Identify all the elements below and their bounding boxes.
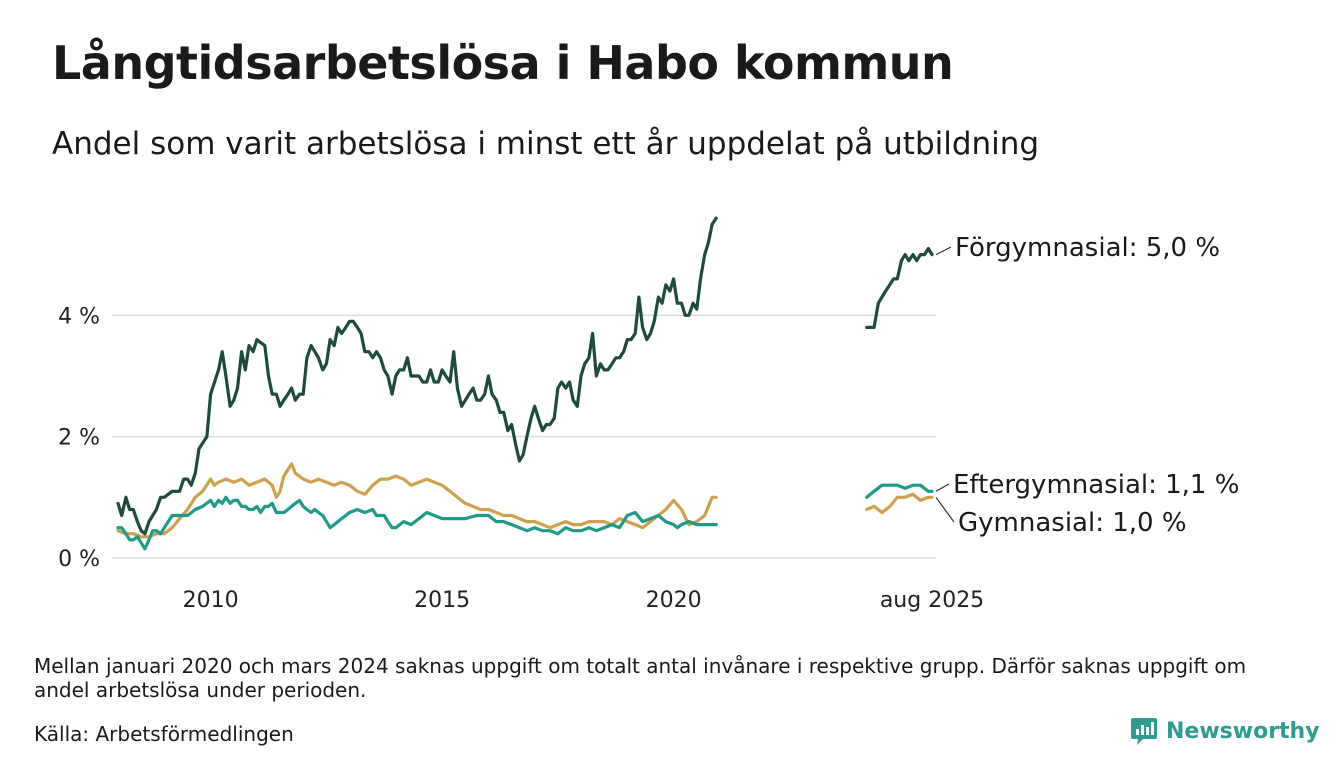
end-label-förgymnasial: Förgymnasial: 5,0 % xyxy=(955,233,1220,263)
newsworthy-logo: Newsworthy xyxy=(1130,716,1320,746)
y-axis: 0 % 2 % 4 % xyxy=(58,304,100,572)
x-tick-label: 2020 xyxy=(646,588,702,613)
x-axis: 2010 2015 2020 aug 2025 xyxy=(183,588,985,613)
y-tick-label: 0 % xyxy=(58,547,100,572)
series-line-gymnasial xyxy=(116,462,718,539)
y-tick-label: 2 % xyxy=(58,426,100,451)
chart-title: Långtidsarbetslösa i Habo kommun xyxy=(52,36,954,90)
end-label-eftergymnasial: Eftergymnasial: 1,1 % xyxy=(953,470,1239,500)
bar-chart-icon xyxy=(1131,718,1157,745)
y-tick-label: 4 % xyxy=(58,304,100,329)
leader-line xyxy=(935,483,950,492)
series-line-gymnasial xyxy=(865,492,934,515)
source-note: Källa: Arbetsförmedlingen xyxy=(34,722,294,746)
line-chart: 0 % 2 % 4 % 2010 2015 2020 aug 2025 Förgymnas… xyxy=(58,216,1239,613)
chart-subtitle: Andel som varit arbetslösa i minst ett å… xyxy=(52,126,1040,162)
series-line-eftergymnasial xyxy=(116,495,718,551)
end-label-gymnasial: Gymnasial: 1,0 % xyxy=(958,508,1187,538)
series-lines xyxy=(116,216,934,551)
end-labels: Förgymnasial: 5,0 % Eftergymnasial: 1,1 %… xyxy=(935,233,1239,538)
x-tick-label: aug 2025 xyxy=(880,588,984,613)
x-tick-label: 2015 xyxy=(414,588,470,613)
footnote: Mellan januari 2020 och mars 2024 saknas… xyxy=(34,654,1247,702)
x-tick-label: 2010 xyxy=(183,588,239,613)
series-line-eftergymnasial xyxy=(865,483,934,499)
series-line-förgymnasial xyxy=(116,216,718,536)
leader-line xyxy=(935,246,952,256)
grid xyxy=(112,314,936,559)
series-line-förgymnasial xyxy=(865,246,934,329)
brand-name: Newsworthy xyxy=(1166,718,1320,744)
leader-line xyxy=(935,496,955,523)
